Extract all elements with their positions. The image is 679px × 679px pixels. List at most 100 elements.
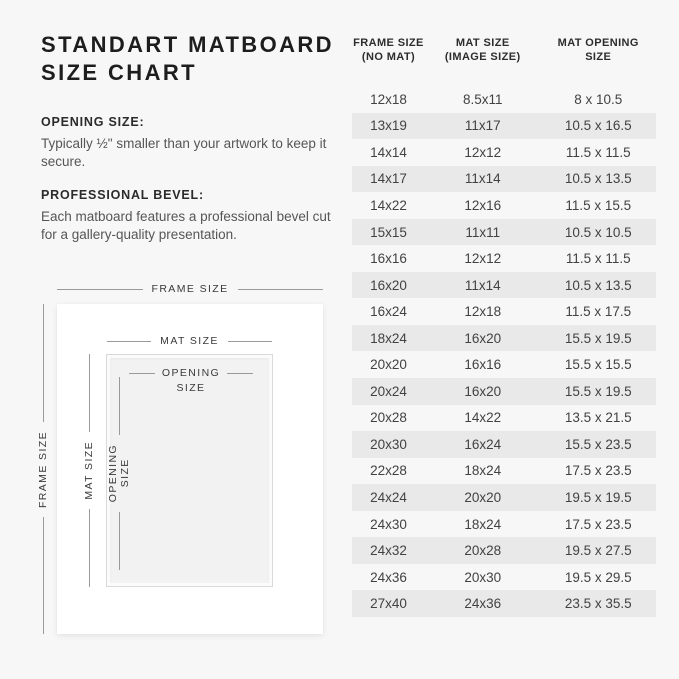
divider-line xyxy=(118,511,120,571)
table-row: 16x20 11x14 10.5 x 13.5 xyxy=(352,271,656,299)
table-cell: 17.5 x 23.5 xyxy=(564,516,632,532)
mat-size-left-label: MAT SIZE xyxy=(81,354,97,587)
table-cell: 8 x 10.5 xyxy=(574,91,623,107)
table-cell: 12x18 xyxy=(464,304,502,320)
table-cell: 10.5 x 10.5 xyxy=(564,224,632,240)
table-cell: 11x14 xyxy=(464,171,501,187)
table-row: 24x30 18x24 17.5 x 23.5 xyxy=(352,511,656,538)
table-cell: 16x16 xyxy=(370,251,407,267)
divider-line xyxy=(42,304,44,422)
table-row: 14x14 12x12 11.5 x 11.5 xyxy=(352,139,656,166)
table-row: 16x24 12x18 11.5 x 17.5 xyxy=(352,298,656,325)
size-table-header: FRAME SIZE (NO MAT) MAT SIZE (IMAGE SIZE… xyxy=(352,36,656,64)
table-row: 13x19 11x17 10.5 x 16.5 xyxy=(352,112,656,140)
table-cell: 14x17 xyxy=(370,171,407,187)
table-cell: 24x36 xyxy=(370,569,407,585)
table-cell: 19.5 x 27.5 xyxy=(564,543,632,559)
table-cell: 23.5 x 35.5 xyxy=(564,596,632,612)
divider-line xyxy=(237,288,324,290)
table-row: 16x16 12x12 11.5 x 11.5 xyxy=(352,245,656,272)
table-cell: 11x11 xyxy=(465,224,501,240)
table-cell: 14x22 xyxy=(370,197,407,213)
opening-size-left-label: OPENING SIZE xyxy=(107,377,131,571)
table-cell: 18x24 xyxy=(464,463,502,479)
table-row: 15x15 11x11 10.5 x 10.5 xyxy=(352,218,656,246)
table-cell: 15.5 x 19.5 xyxy=(564,330,632,346)
table-cell: 12x16 xyxy=(464,197,502,213)
table-cell: 19.5 x 19.5 xyxy=(564,489,632,505)
frame-size-label: FRAME SIZE xyxy=(151,283,229,295)
table-cell: 11x17 xyxy=(464,118,501,134)
table-cell: 24x24 xyxy=(370,489,407,505)
mat-size-label: MAT SIZE xyxy=(160,335,219,347)
page-title: STANDART MATBOARD SIZE CHART xyxy=(41,31,334,87)
table-row: 18x24 16x20 15.5 x 19.5 xyxy=(352,324,656,352)
table-row: 22x28 18x24 17.5 x 23.5 xyxy=(352,458,656,485)
divider-line xyxy=(88,354,90,433)
table-cell: 20x24 xyxy=(370,383,407,399)
table-cell: 11.5 x 11.5 xyxy=(565,144,631,160)
table-row: 24x32 20x28 19.5 x 27.5 xyxy=(352,537,656,564)
table-cell: 20x28 xyxy=(464,543,502,559)
table-row: 20x20 16x16 15.5 x 15.5 xyxy=(352,351,656,378)
opening-size-top-label: OPENING SIZE xyxy=(129,367,254,394)
table-cell: 19.5 x 29.5 xyxy=(564,569,632,585)
opening-size-description: Typically ½" smaller than your artwork t… xyxy=(41,136,327,169)
table-cell: 20x20 xyxy=(464,489,502,505)
table-cell: 14x14 xyxy=(370,144,407,160)
divider-line xyxy=(118,377,120,436)
opening-size-heading: OPENING SIZE: xyxy=(41,115,145,129)
table-cell: 11.5 x 11.5 xyxy=(565,251,631,267)
professional-bevel-heading: PROFESSIONAL BEVEL: xyxy=(41,188,204,202)
size-table-body: 12x18 8.5x11 8 x 10.5 13x19 11x17 10.5 x 16.5… xyxy=(352,86,656,617)
table-row: 27x40 24x36 23.5 x 35.5 xyxy=(352,590,656,617)
professional-bevel-description: Each matboard features a professional be… xyxy=(41,209,331,242)
table-cell: 10.5 x 16.5 xyxy=(564,118,632,134)
divider-line xyxy=(227,372,254,374)
table-cell: 20x30 xyxy=(370,436,407,452)
table-cell: 11.5 x 15.5 xyxy=(565,197,632,213)
table-cell: 20x30 xyxy=(464,569,502,585)
table-cell: 22x28 xyxy=(370,463,407,479)
page-title-line1: STANDART MATBOARD xyxy=(41,32,334,57)
table-cell: 18x24 xyxy=(370,330,407,346)
table-row: 14x17 11x14 10.5 x 13.5 xyxy=(352,165,656,193)
table-cell: 20x28 xyxy=(370,410,407,426)
table-cell: 24x36 xyxy=(464,596,502,612)
table-row: 20x28 14x22 13.5 x 21.5 xyxy=(352,405,656,432)
table-cell: 20x20 xyxy=(370,357,407,373)
table-cell: 16x20 xyxy=(464,330,502,346)
opening-size-label: OPENING SIZE xyxy=(107,444,131,503)
divider-line xyxy=(57,288,143,290)
column-header-frame-size: FRAME SIZE (NO MAT) xyxy=(353,37,424,63)
opening-size-label-line1: OPENING xyxy=(161,367,221,379)
frame-size-label: FRAME SIZE xyxy=(37,430,49,508)
table-cell: 11.5 x 17.5 xyxy=(565,304,632,320)
frame-size-left-label: FRAME SIZE xyxy=(35,304,51,635)
table-row: 20x24 16x20 15.5 x 19.5 xyxy=(352,378,656,405)
table-cell: 24x30 xyxy=(370,516,407,532)
table-row: 24x24 20x20 19.5 x 19.5 xyxy=(352,484,656,511)
divider-line xyxy=(129,372,155,374)
table-cell: 16x20 xyxy=(464,383,502,399)
table-cell: 15.5 x 19.5 xyxy=(564,383,632,399)
professional-bevel-section: PROFESSIONAL BEVEL: Each matboard featur… xyxy=(41,188,341,244)
mat-opening-diagram-box xyxy=(107,355,272,586)
table-cell: 14x22 xyxy=(464,410,502,426)
table-cell: 15x15 xyxy=(370,224,407,240)
table-cell: 15.5 x 23.5 xyxy=(564,436,632,452)
table-cell: 24x32 xyxy=(370,543,407,559)
table-cell: 16x16 xyxy=(464,357,502,373)
frame-size-top-label: FRAME SIZE xyxy=(57,283,324,295)
table-cell: 13.5 x 21.5 xyxy=(564,410,632,426)
table-cell: 27x40 xyxy=(370,596,407,612)
table-cell: 17.5 x 23.5 xyxy=(564,463,632,479)
opening-size-label-line2: SIZE xyxy=(176,382,206,394)
page-title-line2: SIZE CHART xyxy=(41,60,197,85)
table-cell: 11x14 xyxy=(464,277,501,293)
table-row: 14x22 12x16 11.5 x 15.5 xyxy=(352,192,656,219)
divider-line xyxy=(107,340,152,342)
mat-size-top-label: MAT SIZE xyxy=(107,335,272,347)
column-header-mat-size: MAT SIZE (IMAGE SIZE) xyxy=(444,37,521,63)
